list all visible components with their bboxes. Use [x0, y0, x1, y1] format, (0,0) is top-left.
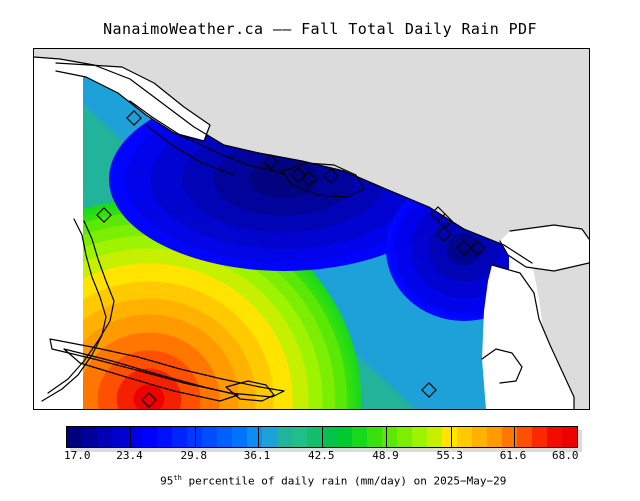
colorbar-band-31 [532, 427, 547, 447]
colorbar-band-7 [172, 427, 187, 447]
colorbar-tick-3: 36.1 [243, 449, 271, 462]
colorbar-band-29 [502, 427, 517, 447]
station-marker[interactable] [436, 226, 452, 242]
station-marker[interactable] [263, 154, 279, 170]
water-inlets [56, 63, 589, 409]
colorbar-divider-1 [130, 426, 131, 448]
contour-map-svg [34, 49, 589, 409]
map-frame[interactable] [33, 48, 590, 410]
colorbar-tick-2: 29.8 [180, 449, 208, 462]
colorbar-band-30 [517, 427, 532, 447]
colorbar-band-26 [457, 427, 472, 447]
caption-suffix: percentile of daily rain (mm/day) on 202… [181, 474, 507, 488]
colorbar-band-18 [337, 427, 352, 447]
station-marker[interactable] [126, 110, 142, 126]
colorbar-tick-6: 55.3 [436, 449, 464, 462]
station-marker[interactable] [437, 213, 453, 229]
map-canvas[interactable] [34, 49, 589, 409]
colorbar-band-19 [352, 427, 367, 447]
colorbar-tick-5: 48.9 [372, 449, 399, 462]
colorbar-band-16 [307, 427, 322, 447]
station-marker[interactable] [470, 240, 486, 256]
colorbar-dividers [66, 426, 578, 448]
colorbar-divider-4 [322, 426, 323, 448]
station-marker[interactable] [421, 382, 437, 398]
colorbar-band-11 [232, 427, 247, 447]
colorbar-band-9 [202, 427, 217, 447]
station-marker-max[interactable] [141, 392, 157, 408]
colorbar-band-14 [277, 427, 292, 447]
colorbar-band-13 [262, 427, 277, 447]
colorbar-caption: 95th percentile of daily rain (mm/day) o… [0, 461, 640, 501]
colorbar-band-5 [142, 427, 157, 447]
station-marker-min-east[interactable] [456, 240, 472, 256]
station-markers[interactable] [96, 110, 486, 408]
colorbar-divider-2 [195, 426, 196, 448]
colorbar-tick-1: 23.4 [116, 449, 143, 462]
colorbar-band-32 [547, 427, 562, 447]
page-title: NanaimoWeather.ca —— Fall Total Daily Ra… [103, 20, 537, 38]
colorbar-band-24 [427, 427, 442, 447]
colorbar-band-15 [292, 427, 307, 447]
colorbar-divider-3 [258, 426, 259, 448]
colorbar-band-21 [382, 427, 397, 447]
colorbar-divider-7 [514, 426, 515, 448]
colorbar-tick-4: 42.5 [308, 449, 335, 462]
colorbar-band-25 [442, 427, 457, 447]
colorbar-band-28 [487, 427, 502, 447]
station-marker[interactable] [323, 168, 339, 184]
station-marker[interactable] [290, 167, 306, 183]
colorbar-band-27 [472, 427, 487, 447]
colorbar[interactable] [66, 426, 582, 452]
colorbar-tick-7: 61.6 [499, 449, 527, 462]
colorbar-band-8 [187, 427, 202, 447]
station-marker[interactable] [301, 171, 317, 187]
colorbar-tick-labels: 17.0 23.4 29.8 36.1 42.5 48.9 55.3 61.6 68.0 [0, 449, 640, 463]
coastlines [34, 56, 589, 409]
land-mask [34, 49, 589, 409]
weather-map-page: NanaimoWeather.ca —— Fall Total Daily Ra… [0, 20, 640, 488]
colorbar-band-10 [217, 427, 232, 447]
colorbar-divider-6 [451, 426, 452, 448]
colorbar-band-33 [562, 427, 577, 447]
colorbar-band-3 [112, 427, 127, 447]
caption-prefix: 95 [160, 474, 174, 488]
colorbar-band-0 [67, 427, 82, 447]
colorbar-band-6 [157, 427, 172, 447]
colorbar-divider-5 [386, 426, 387, 448]
colorbar-band-22 [397, 427, 412, 447]
colorbar-band-2 [97, 427, 112, 447]
colorbar-tick-8: 68.0 [552, 449, 579, 462]
station-marker[interactable] [96, 207, 112, 223]
colorbar-band-17 [322, 427, 337, 447]
colorbar-band-23 [412, 427, 427, 447]
colorbar-band-1 [82, 427, 97, 447]
colorbar-tick-0: 17.0 [64, 449, 91, 462]
colorbar-band-20 [367, 427, 382, 447]
caption-superscript: th [173, 474, 182, 482]
